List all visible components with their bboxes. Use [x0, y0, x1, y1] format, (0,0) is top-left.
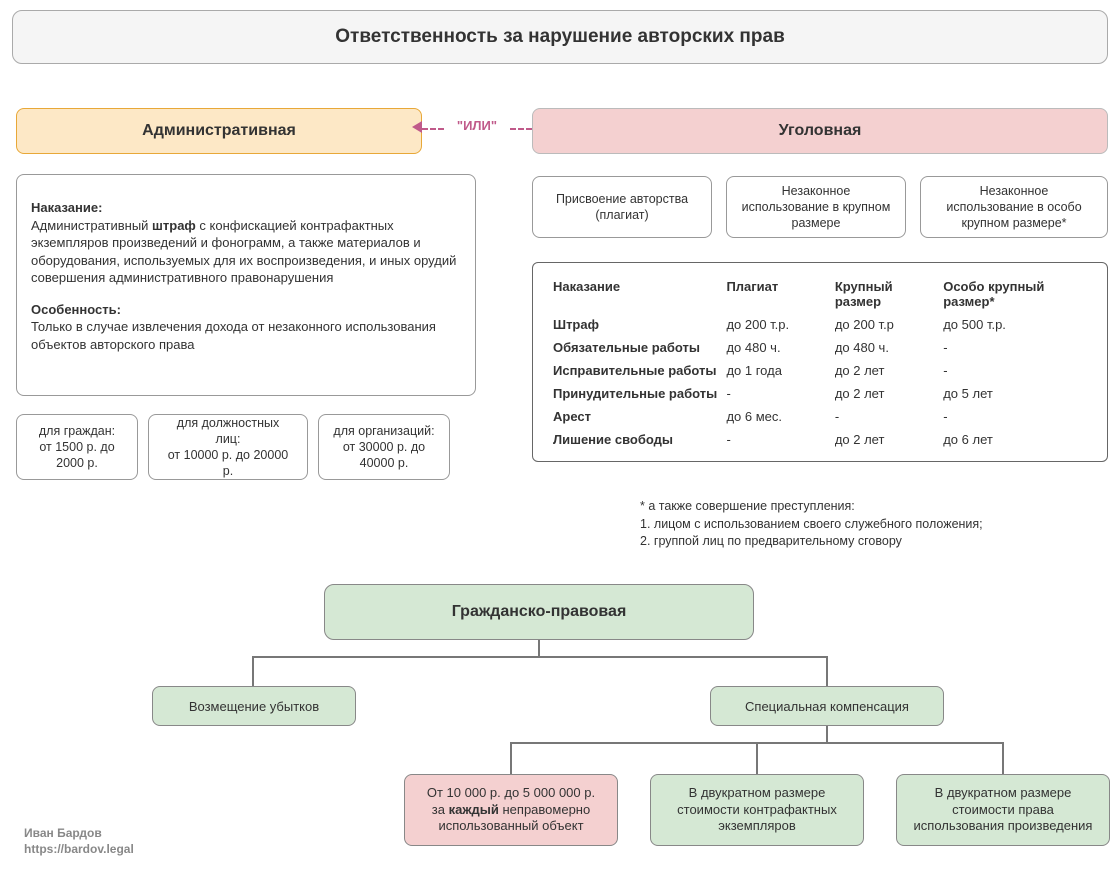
- criminal-header: Уголовная: [532, 108, 1108, 154]
- crim-sub-large: Незаконное использование в крупном разме…: [726, 176, 906, 238]
- civil-leaf-license: В двукратном размере стоимости права исп…: [896, 774, 1110, 846]
- th-plagiat: Плагиат: [722, 275, 830, 313]
- table-row: Обязательные работы до 480 ч. до 480 ч. …: [549, 336, 1091, 359]
- table-row: Штраф до 200 т.р. до 200 т.р до 500 т.р.: [549, 313, 1091, 336]
- criminal-footnote: * а также совершение преступления: 1. ли…: [640, 498, 983, 551]
- or-connector: "ИЛИ": [424, 118, 530, 133]
- fee-officials: для должностных лиц: от 10000 р. до 2000…: [148, 414, 308, 480]
- th-xlarge: Особо крупный размер*: [939, 275, 1091, 313]
- crim-sub-xlarge: Незаконное использование в особо крупном…: [920, 176, 1108, 238]
- admin-body: Наказание: Административный штраф с конф…: [16, 174, 476, 396]
- table-row: Арест до 6 мес. - -: [549, 405, 1091, 428]
- fee-citizens: для граждан: от 1500 р. до 2000 р.: [16, 414, 138, 480]
- civil-leaf-range: От 10 000 р. до 5 000 000 р. за каждый н…: [404, 774, 618, 846]
- page-title: Ответственность за нарушение авторских п…: [12, 10, 1108, 64]
- arrow-left-icon: [412, 121, 422, 133]
- civil-header: Гражданско-правовая: [324, 584, 754, 640]
- table-row: Исправительные работы до 1 года до 2 лет…: [549, 359, 1091, 382]
- conn: [252, 656, 254, 686]
- admin-punishment-label: Наказание:: [31, 200, 102, 215]
- conn: [826, 656, 828, 686]
- civil-leaf-copies: В двукратном размере стоимости контрафак…: [650, 774, 864, 846]
- admin-header: Административная: [16, 108, 422, 154]
- conn: [1002, 742, 1004, 774]
- admin-feature-label: Особенность:: [31, 302, 121, 317]
- th-large: Крупный размер: [831, 275, 939, 313]
- credits: Иван Бардов https://bardov.legal: [24, 826, 134, 857]
- table-row: Принудительные работы - до 2 лет до 5 ле…: [549, 382, 1091, 405]
- or-label: "ИЛИ": [457, 118, 497, 133]
- fee-orgs: для организаций: от 30000 р. до 40000 р.: [318, 414, 450, 480]
- criminal-table: Наказание Плагиат Крупный размер Особо к…: [532, 262, 1108, 462]
- table-row: Лишение свободы - до 2 лет до 6 лет: [549, 428, 1091, 451]
- admin-feature-text: Только в случае извлечения дохода от нез…: [31, 318, 461, 353]
- admin-punishment-text: Административный штраф с конфискацией ко…: [31, 217, 461, 287]
- civil-branch-compensation: Специальная компенсация: [710, 686, 944, 726]
- conn: [510, 742, 512, 774]
- crim-sub-plagiarism: Присвоение авторства (плагиат): [532, 176, 712, 238]
- civil-branch-damages: Возмещение убытков: [152, 686, 356, 726]
- th-punishment: Наказание: [549, 275, 722, 313]
- conn: [756, 742, 758, 774]
- conn: [252, 656, 828, 658]
